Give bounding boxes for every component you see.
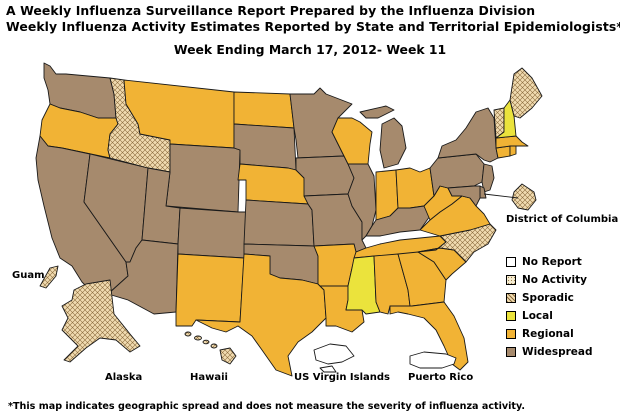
legend-label: Widespread (522, 346, 593, 358)
legend-label: No Report (522, 256, 582, 268)
label-puerto-rico: Puerto Rico (408, 372, 474, 383)
state-north-dakota (233, 91, 295, 129)
report-title: A Weekly Influenza Surveillance Report P… (6, 3, 536, 18)
state-maine (509, 67, 543, 119)
state-kansas (243, 199, 315, 247)
label-district-of-columbia: District of Columbia (506, 214, 619, 225)
territory-guam (39, 265, 59, 289)
state-new-mexico (175, 253, 245, 327)
state-rhode-island (509, 145, 517, 157)
label-guam: Guam (12, 270, 45, 281)
legend-swatch (506, 257, 516, 267)
report-subtitle: Weekly Influenza Activity Estimates Repo… (6, 19, 620, 34)
territory-us-virgin-islands (313, 343, 355, 373)
state-iowa (295, 155, 355, 197)
legend-label: No Activity (522, 274, 587, 286)
footnote: *This map indicates geographic spread an… (8, 401, 526, 412)
state-hawaii (184, 331, 237, 365)
state-alaska (61, 279, 141, 363)
legend-swatch (506, 275, 516, 285)
label-alaska: Alaska (105, 372, 143, 383)
label-us-virgin-islands: US Virgin Islands (294, 372, 390, 383)
legend-item-local: Local (506, 307, 593, 325)
dc-leader-line (483, 193, 519, 199)
state-new-york (437, 107, 499, 163)
map-legend: No Report No Activity Sporadic Local Reg… (506, 253, 593, 361)
state-colorado (177, 207, 247, 259)
legend-item-sporadic: Sporadic (506, 289, 593, 307)
legend-swatch (506, 293, 516, 303)
week-heading: Week Ending March 17, 2012- Week 11 (173, 42, 447, 57)
legend-swatch (506, 329, 516, 339)
state-illinois (347, 163, 377, 241)
legend-item-regional: Regional (506, 325, 593, 343)
legend-label: Sporadic (522, 292, 574, 304)
district-of-columbia-inset (511, 183, 537, 211)
state-kentucky (365, 205, 431, 237)
legend-item-no-activity: No Activity (506, 271, 593, 289)
label-hawaii: Hawaii (190, 372, 228, 383)
state-south-dakota (233, 123, 297, 171)
legend-item-widespread: Widespread (506, 343, 593, 361)
state-texas (195, 253, 327, 377)
legend-label: Local (522, 310, 553, 322)
state-massachusetts (495, 135, 529, 149)
state-new-jersey (481, 163, 495, 193)
legend-label: Regional (522, 328, 574, 340)
legend-swatch (506, 311, 516, 321)
territory-puerto-rico (409, 351, 457, 369)
state-florida (389, 301, 469, 371)
state-wyoming (165, 143, 241, 213)
state-michigan (359, 105, 407, 169)
legend-swatch (506, 347, 516, 357)
legend-item-no-report: No Report (506, 253, 593, 271)
state-maryland (447, 185, 481, 207)
